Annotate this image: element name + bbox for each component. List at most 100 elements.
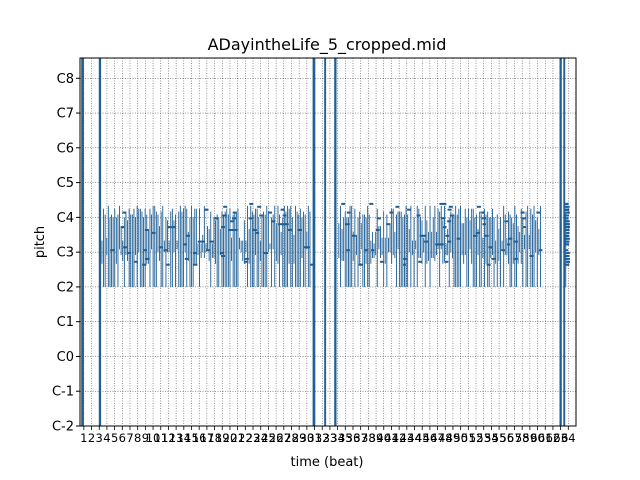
note-mark: [469, 220, 471, 250]
note-mark: [381, 237, 383, 256]
note-mark: [384, 237, 386, 264]
note-mark: [184, 205, 186, 253]
x-tick-label: 17: [200, 431, 215, 445]
note-mark: [125, 211, 127, 256]
y-tick-label: C6: [57, 141, 74, 156]
note-mark: [263, 211, 264, 287]
note-mark: [285, 211, 287, 287]
note-mark: [410, 205, 412, 287]
note-column: [324, 58, 327, 426]
note-mark: [253, 214, 255, 287]
note-mark: [271, 220, 276, 223]
y-tick-label: C2: [57, 280, 74, 295]
note-mark: [183, 208, 184, 287]
note-mark: [565, 257, 570, 260]
note-mark: [480, 214, 482, 287]
note-mark: [221, 211, 223, 287]
note-mark: [341, 202, 346, 205]
note-mark: [197, 243, 199, 255]
note-mark: [447, 220, 452, 223]
note-mark: [165, 217, 167, 287]
note-mark: [358, 263, 363, 266]
note-mark: [432, 217, 434, 258]
note-mark: [173, 220, 175, 253]
note-mark: [476, 214, 477, 287]
x-tick-label: 20: [223, 431, 238, 445]
y-tick-label: C3: [57, 246, 74, 261]
note-mark: [368, 214, 370, 287]
note-mark: [175, 214, 176, 287]
note-mark: [101, 240, 103, 264]
note-mark: [564, 229, 569, 231]
note-mark: [512, 223, 514, 264]
note-mark: [450, 211, 452, 253]
x-tick-label: 14: [176, 431, 191, 445]
x-tick-label: 51: [461, 431, 476, 445]
x-tick-label: 1: [80, 431, 87, 445]
x-tick-label: 38: [361, 431, 376, 445]
note-mark: [112, 217, 114, 287]
note-mark: [126, 252, 131, 255]
note-mark: [418, 208, 420, 258]
note-mark: [278, 223, 283, 226]
note-mark: [186, 234, 190, 237]
note-mark: [165, 263, 170, 266]
note-mark: [277, 205, 279, 264]
note-mark: [565, 220, 570, 223]
note-mark: [399, 211, 401, 287]
x-tick-label: 58: [515, 431, 530, 445]
note-mark: [284, 223, 289, 226]
note-mark: [245, 240, 247, 253]
note-mark: [402, 263, 407, 266]
note-column: [81, 58, 84, 426]
x-tick-label: 25: [261, 431, 276, 445]
note-mark: [138, 208, 140, 253]
note-mark: [279, 214, 280, 287]
x-tick-label: 63: [553, 431, 568, 445]
note-mark: [460, 205, 461, 287]
note-mark: [209, 240, 214, 243]
note-mark: [223, 214, 224, 287]
note-mark: [109, 217, 111, 287]
note-mark: [249, 202, 254, 205]
note-mark: [288, 208, 290, 264]
note-mark: [123, 217, 125, 287]
note-mark: [291, 217, 293, 287]
note-mark: [252, 229, 257, 231]
note-mark: [232, 211, 237, 214]
note-mark: [504, 214, 506, 256]
note-mark: [306, 231, 308, 250]
note-mark: [133, 208, 135, 287]
note-mark: [440, 205, 442, 250]
note-mark: [216, 214, 218, 287]
y-tick-label: C-1: [52, 385, 74, 400]
note-mark: [486, 263, 491, 266]
note-mark: [232, 214, 234, 287]
note-mark: [522, 217, 524, 287]
note-mark: [420, 217, 421, 258]
note-mark: [139, 208, 141, 287]
note-mark: [120, 226, 122, 256]
note-mark: [154, 205, 156, 287]
note-mark: [163, 249, 168, 252]
note-mark: [536, 211, 541, 214]
note-mark: [264, 252, 268, 255]
note-mark: [179, 205, 181, 287]
note-mark: [418, 260, 423, 263]
note-mark: [304, 214, 306, 287]
note-mark: [242, 240, 244, 261]
note-mark: [152, 205, 154, 287]
note-mark: [215, 220, 216, 264]
x-tick-label: 8: [134, 431, 141, 445]
note-mark: [258, 217, 260, 287]
note-mark: [565, 205, 570, 208]
note-mark: [439, 211, 441, 287]
note-mark: [283, 205, 285, 287]
note-mark: [218, 217, 220, 287]
note-mark: [471, 208, 473, 264]
x-tick-label: 15: [184, 431, 199, 445]
note-mark: [475, 231, 480, 234]
note-mark: [106, 237, 108, 256]
note-mark: [496, 214, 498, 287]
